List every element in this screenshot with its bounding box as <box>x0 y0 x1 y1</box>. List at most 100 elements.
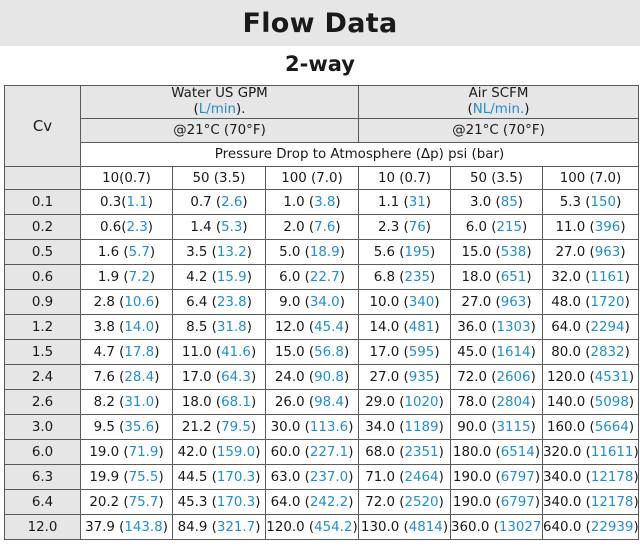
flow-value-cell: 64.0 (2294) <box>541 314 640 340</box>
flow-imperial-value: 360.0 ( <box>451 519 499 535</box>
flow-imperial-value: 27.0 ( <box>461 294 501 310</box>
flow-imperial-value: 340.0 ( <box>543 494 591 510</box>
flow-value-cell: 9.5 (35.6) <box>80 414 173 440</box>
flow-paren-close: ) <box>534 469 541 485</box>
flow-paren-close: ) <box>147 219 154 235</box>
column-header: 10 (0.7) <box>358 166 451 190</box>
flow-imperial-value: 9.5 ( <box>93 419 125 435</box>
flow-data-table: Cv Water US GPM (L/min). Air SCFM (NL/mi… <box>4 85 640 540</box>
flow-value-cell: 0.6(2.3) <box>80 214 173 240</box>
flow-imperial-value: 180.0 ( <box>452 444 501 460</box>
flow-imperial-value: 5.6 ( <box>373 244 405 260</box>
cv-value: 3.0 <box>4 414 81 440</box>
table-row: 0.9 2.8 (10.6) 6.4 (23.8) 9.0 (34.0) 10.0 (3… <box>4 289 640 315</box>
flow-value-cell: 24.0 (90.8) <box>265 364 359 390</box>
flow-value-cell: 2.0 (7.6) <box>265 214 359 240</box>
flow-paren-close: ) <box>438 469 444 485</box>
flow-metric-value: 11611 <box>590 444 634 460</box>
flow-imperial-value: 80.0 ( <box>551 344 591 360</box>
flow-paren-close: ) <box>255 469 261 485</box>
flow-imperial-value: 27.0 ( <box>369 369 409 385</box>
flow-imperial-value: 2.8 ( <box>93 294 125 310</box>
flow-value-cell: 42.0 (159.0) <box>172 439 266 465</box>
flow-imperial-value: 8.2 ( <box>93 394 125 410</box>
flow-metric-value: 5.3 <box>221 219 243 235</box>
page-title: Flow Data <box>242 7 398 39</box>
flow-value-cell: 190.0 (6797) <box>450 489 543 515</box>
table-row: 6.0 19.0 (71.9) 42.0 (159.0) 60.0 (227.1) 68… <box>4 439 640 465</box>
flow-metric-value: 10.6 <box>124 294 155 310</box>
flow-value-cell: 1.4 (5.3) <box>172 214 266 240</box>
flow-value-cell: 130.0 (4814) <box>358 514 451 540</box>
flow-imperial-value: 48.0 ( <box>551 294 591 310</box>
flow-paren-close: ) <box>517 194 524 210</box>
flow-imperial-value: 63.0 ( <box>270 469 310 485</box>
table-row: 12.0 37.9 (143.8) 84.9 (321.7) 120.0 (454.2… <box>4 514 640 540</box>
flow-metric-value: 64.3 <box>221 369 251 385</box>
flow-paren-close: ) <box>158 444 164 460</box>
flow-value-cell: 6.0 (22.7) <box>265 264 359 290</box>
flow-metric-value: 68.1 <box>221 394 251 410</box>
table-row: 2.4 7.6 (28.4) 17.0 (64.3) 24.0 (90.8) 27.0 … <box>4 364 640 390</box>
flow-imperial-value: 27.0 ( <box>555 244 595 260</box>
table-row: 6.3 19.9 (75.5) 44.5 (170.3) 63.0 (237.0) 71… <box>4 464 640 490</box>
flow-metric-value: 6797 <box>500 469 535 485</box>
flow-paren-close: ) <box>425 219 432 235</box>
flow-paren-close: ) <box>541 520 542 535</box>
flow-paren-close: ) <box>438 444 444 460</box>
flow-metric-value: 14.0 <box>124 319 155 335</box>
flow-paren-close: ) <box>522 219 528 235</box>
column-header: 10(0.7) <box>80 166 173 190</box>
flow-paren-close: ) <box>154 344 160 360</box>
flow-imperial-value: 19.9 ( <box>89 469 129 485</box>
flow-imperial-value: 7.6 ( <box>93 369 125 385</box>
table-row: 1.5 4.7 (17.8) 11.0 (41.6) 15.0 (56.8) 17.0 … <box>4 339 640 365</box>
flow-imperial-value: 0.7 ( <box>190 194 222 210</box>
flow-value-cell: 3.8 (14.0) <box>80 314 173 340</box>
flow-value-cell: 160.0 (5664) <box>541 414 640 440</box>
flow-metric-value: 1189 <box>404 419 439 435</box>
flow-paren-close: ) <box>255 519 261 535</box>
flow-imperial-value: 140.0 ( <box>546 394 595 410</box>
flow-imperial-value: 8.5 ( <box>186 319 217 335</box>
flow-imperial-value: 36.0 ( <box>457 319 497 335</box>
flow-value-cell: 8.2 (31.0) <box>80 389 173 415</box>
flow-value-cell: 1.9 (7.2) <box>80 264 173 290</box>
flow-paren-close: ) <box>246 244 252 260</box>
column-header: 50 (3.5) <box>172 166 266 190</box>
flow-paren-close: ) <box>442 519 449 535</box>
air-unit: NL/min. <box>472 102 525 117</box>
flow-imperial-value: 42.0 ( <box>177 444 217 460</box>
air-temperature: @21°C (70°F) <box>357 118 640 143</box>
flow-imperial-value: 320.0 ( <box>543 444 591 460</box>
flow-imperial-value: 120.0 ( <box>266 519 315 535</box>
flow-paren-close: ) <box>250 394 257 410</box>
flow-imperial-value: 72.0 ( <box>365 494 405 510</box>
flow-imperial-value: 3.5 ( <box>186 244 217 260</box>
flow-imperial-value: 72.0 ( <box>457 369 497 385</box>
flow-imperial-value: 1.0 ( <box>283 194 315 210</box>
flow-value-cell: 34.0 (1189) <box>358 414 451 440</box>
flow-imperial-value: 2.0 ( <box>283 219 315 235</box>
water-temperature: @21°C (70°F) <box>80 118 359 143</box>
table-row: 1.2 3.8 (14.0) 8.5 (31.8) 12.0 (45.4) 14.0 (… <box>4 314 640 340</box>
cv-value: 6.3 <box>4 464 81 490</box>
flow-imperial-value: 6.8 ( <box>373 269 405 285</box>
flow-paren-close: ) <box>633 494 639 510</box>
flow-imperial-value: 5.0 ( <box>279 244 310 260</box>
flow-imperial-value: 0.6( <box>99 219 127 235</box>
air-title: Air SCFM <box>468 86 529 102</box>
flow-imperial-value: 45.3 ( <box>177 494 217 510</box>
flow-paren-close: ) <box>438 494 444 510</box>
flow-value-cell: 44.5 (170.3) <box>172 464 266 490</box>
flow-metric-value: 35.6 <box>124 419 155 435</box>
flow-paren-close: ) <box>620 219 626 235</box>
flow-imperial-value: 0.3( <box>99 194 127 210</box>
flow-value-cell: 11.0 (396) <box>541 214 640 240</box>
flow-metric-value: 538 <box>500 244 527 260</box>
flow-imperial-value: 1.9 ( <box>97 269 129 285</box>
flow-metric-value: 98.4 <box>314 394 344 410</box>
flow-paren-close: ) <box>430 244 436 260</box>
cv-header: Cv <box>4 85 81 167</box>
flow-paren-close: ) <box>348 494 354 510</box>
